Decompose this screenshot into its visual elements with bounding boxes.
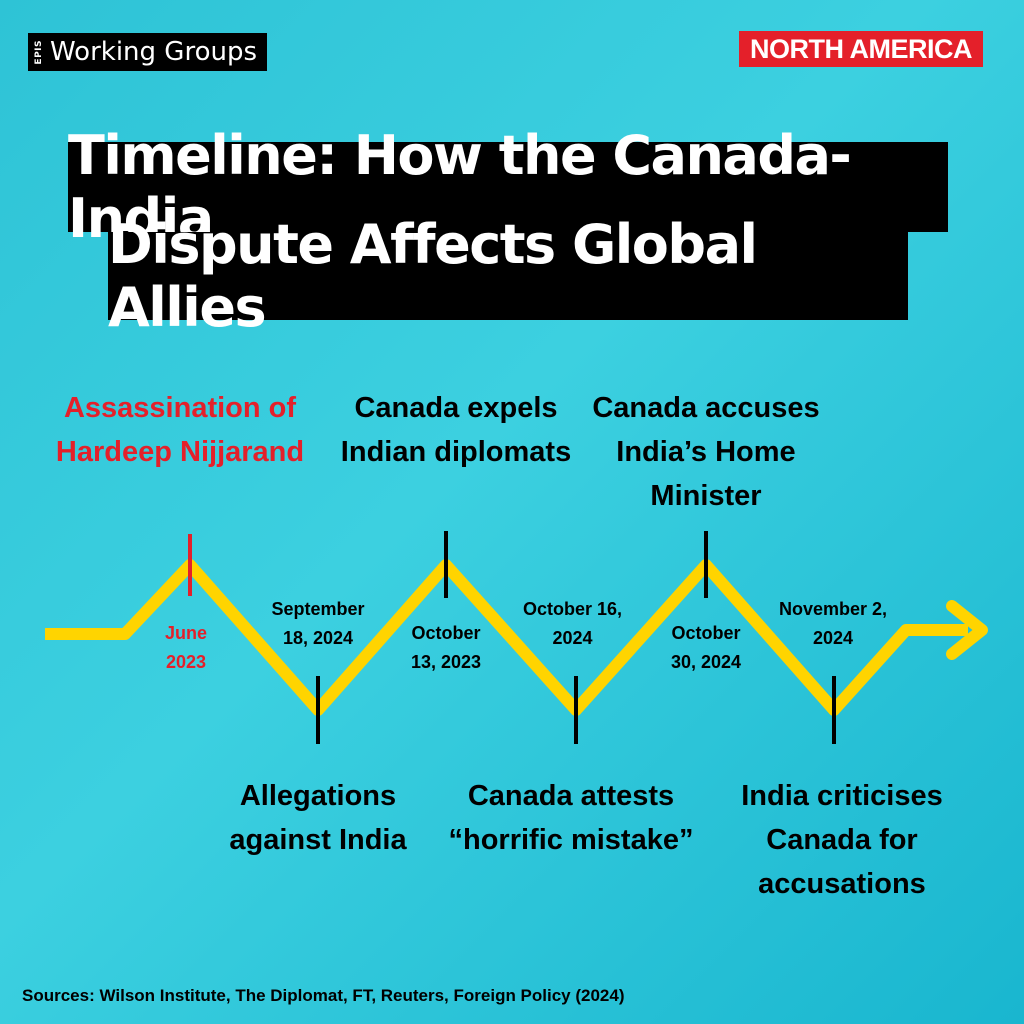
- event-label-1: Assassination of Hardeep Nijjarand: [40, 386, 320, 474]
- event-2-date-line-2: 18, 2024: [282, 628, 354, 648]
- brand-name: Working Groups: [50, 37, 258, 67]
- event-label-2: Allegations against India: [198, 774, 438, 862]
- event-5-date-line-1: October: [671, 623, 741, 643]
- event-date-2: September 18, 2024: [248, 595, 388, 653]
- event-1-date-line-1: June: [164, 623, 207, 643]
- timeline-arrow-head: [946, 600, 988, 660]
- event-date-1: June 2023: [136, 619, 236, 677]
- event-date-5: October 30, 2024: [641, 619, 771, 677]
- event-6-label-line-3: accusations: [758, 868, 926, 900]
- event-date-3: October 13, 2023: [381, 619, 511, 677]
- event-5-date-line-2: 30, 2024: [670, 652, 742, 672]
- event-6-date-line-2: 2024: [812, 628, 854, 648]
- event-5-label-line-3: Minister: [650, 480, 762, 512]
- event-2-date-line-1: September: [271, 599, 365, 619]
- title-line-1: Timeline: How the Canada-India: [68, 124, 948, 250]
- event-3-date-line-1: October: [411, 623, 481, 643]
- event-1-date-line-2: 2023: [165, 652, 207, 672]
- brand-badge: EPIS Working Groups: [28, 33, 268, 71]
- region-badge: NORTH AMERICA: [739, 31, 983, 67]
- event-label-6: India criticises Canada for accusations: [712, 774, 972, 906]
- event-2-label-line-1: Allegations: [239, 780, 397, 812]
- event-5-label-line-1: Canada accuses: [592, 392, 820, 424]
- event-6-label-line-1: India criticises: [741, 780, 943, 812]
- event-label-4: Canada attests “horrific mistake”: [426, 774, 716, 862]
- event-3-label-line-1: Canada expels: [354, 392, 558, 424]
- event-label-5: Canada accuses India’s Home Minister: [571, 386, 841, 518]
- event-5-label-line-2: India’s Home: [616, 436, 796, 468]
- event-1-label-line-1: Assassination of: [63, 392, 297, 424]
- event-4-date-line-2: 2024: [552, 628, 593, 648]
- event-3-label-line-2: Indian diplomats: [340, 436, 572, 468]
- event-date-6: November 2, 2024: [758, 595, 908, 653]
- sources-note: Sources: Wilson Institute, The Diplomat,…: [22, 986, 625, 1005]
- event-4-label-line-2: “horrific mistake”: [448, 824, 694, 856]
- event-1-label-line-2: Hardeep Nijjarand: [55, 436, 305, 468]
- event-4-label-line-1: Canada attests: [467, 780, 675, 812]
- event-2-label-line-2: against India: [229, 824, 407, 856]
- event-label-3: Canada expels Indian diplomats: [316, 386, 596, 474]
- event-6-date-line-1: November 2,: [778, 599, 888, 619]
- event-4-date-line-1: October 16,: [522, 599, 623, 619]
- event-3-date-line-2: 13, 2023: [410, 652, 482, 672]
- event-date-4: October 16, 2024: [500, 595, 645, 653]
- event-6-label-line-2: Canada for: [766, 824, 918, 856]
- timeline-zigzag-line: [45, 559, 968, 716]
